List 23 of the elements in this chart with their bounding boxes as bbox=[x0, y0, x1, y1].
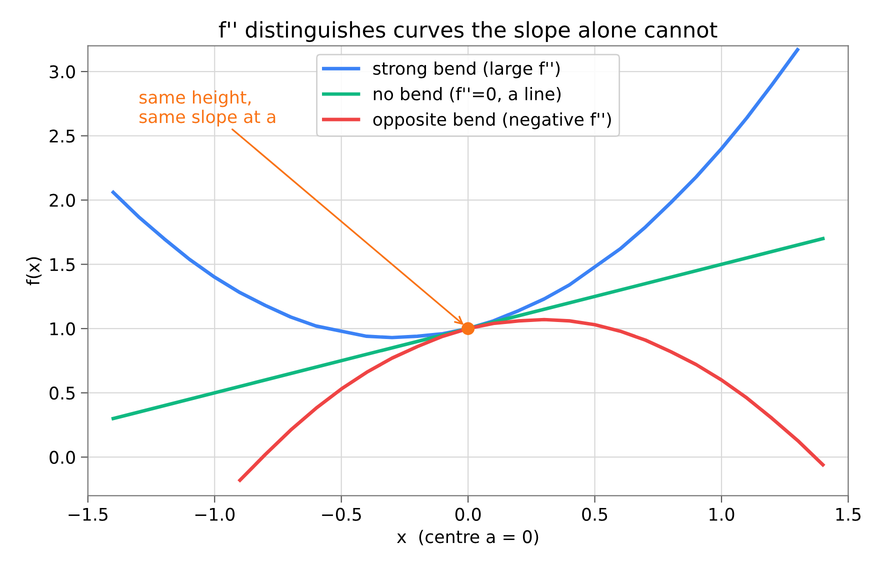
y-tick-label: 2.0 bbox=[50, 194, 75, 207]
x-tick-label: −1.5 bbox=[68, 508, 108, 521]
y-tick-label: 3.0 bbox=[50, 65, 75, 78]
x-axis-title: x (centre a = 0) bbox=[397, 530, 538, 546]
x-tick-label: 0.0 bbox=[455, 508, 481, 521]
legend-label: no bend (f''=0, a line) bbox=[374, 86, 561, 102]
x-tick-label: −0.5 bbox=[322, 508, 361, 521]
y-tick-label: 1.0 bbox=[50, 322, 75, 336]
y-axis-title: f(x) bbox=[26, 257, 42, 286]
y-tick-label: 2.5 bbox=[50, 130, 75, 143]
legend-label: strong bend (large f'') bbox=[373, 61, 560, 78]
x-tick-label: 1.0 bbox=[710, 508, 734, 521]
y-tick-label: 1.5 bbox=[50, 258, 75, 272]
y-tick-label: 0.5 bbox=[50, 386, 75, 400]
x-tick-label: −1.0 bbox=[195, 508, 235, 521]
x-tick-label: 0.5 bbox=[582, 508, 608, 521]
line-series bbox=[238, 318, 825, 482]
annotation: same height, same slope at a bbox=[140, 90, 276, 127]
x-tick-label: 1.5 bbox=[836, 508, 861, 521]
line-series bbox=[112, 48, 800, 340]
chart-title: f'' distinguishes curves the slope alone cannot bbox=[218, 21, 718, 42]
y-tick-label: 0.0 bbox=[50, 450, 75, 464]
legend-label: opposite bend (negative f'') bbox=[373, 112, 611, 130]
